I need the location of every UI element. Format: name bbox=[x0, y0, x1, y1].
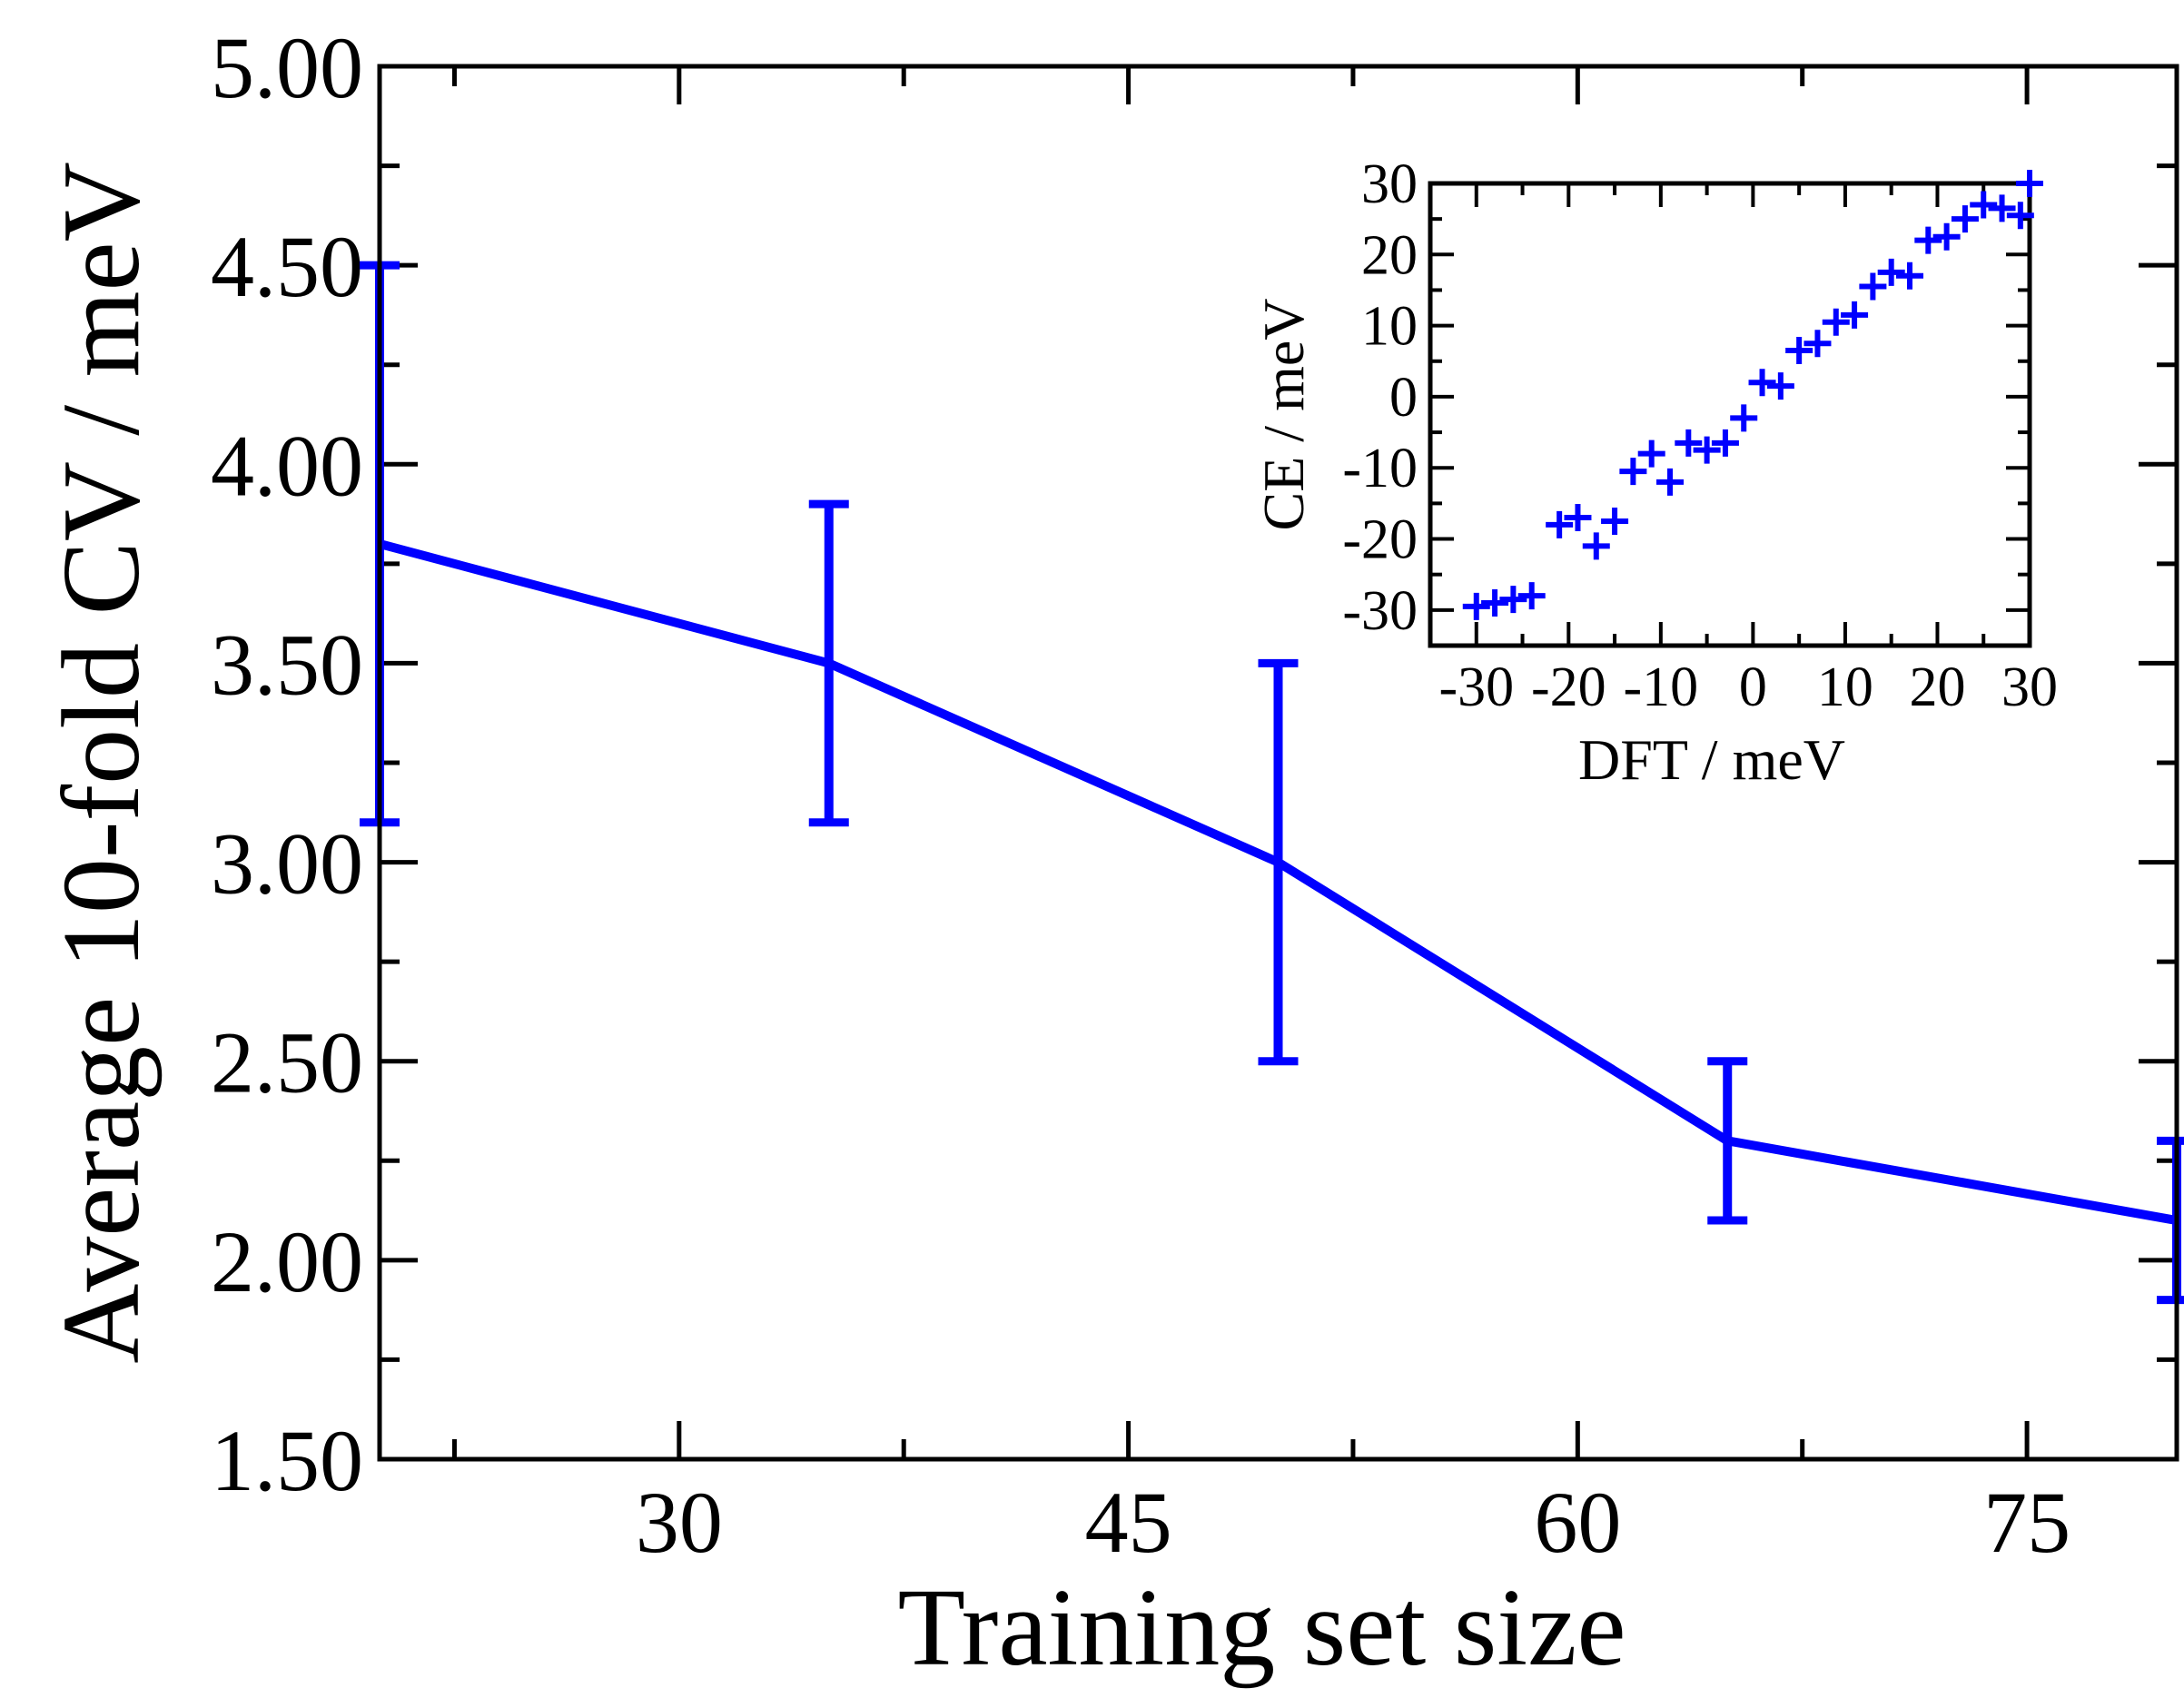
y-tick-label: 4.50 bbox=[211, 218, 363, 315]
y-tick-label: -10 bbox=[1342, 438, 1418, 499]
y-tick-label: 4.00 bbox=[211, 417, 363, 514]
main-plot: 1.50 2.00 2.50 3.00 3.50 4.00 4.50 5.00 30 45 60 75… bbox=[40, 19, 2184, 1689]
scatter-point bbox=[2006, 202, 2034, 230]
y-tick-label: -20 bbox=[1342, 509, 1418, 571]
scatter-point bbox=[1730, 404, 1758, 432]
x-tick-label: 30 bbox=[2001, 656, 2058, 718]
x-tick-label: -20 bbox=[1531, 656, 1606, 718]
x-tick-label: 75 bbox=[1983, 1474, 2070, 1571]
scatter-point bbox=[1748, 369, 1776, 397]
scatter-point bbox=[1822, 308, 1850, 336]
y-tick-label: 2.50 bbox=[211, 1014, 363, 1111]
y-axis-title: CE / meV bbox=[1251, 299, 1316, 531]
scatter-point bbox=[1804, 330, 1832, 358]
x-tick-label: 60 bbox=[1534, 1474, 1621, 1571]
scatter-point bbox=[1619, 458, 1647, 486]
y-axis-title: Average 10-fold CV / meV bbox=[40, 162, 163, 1364]
y-tick-label: 5.00 bbox=[211, 19, 363, 116]
x-axis-title: DFT / meV bbox=[1578, 727, 1845, 792]
scatter-point bbox=[1462, 592, 1490, 620]
scatter-point bbox=[1859, 272, 1887, 301]
y-tick-label: 20 bbox=[1361, 224, 1418, 286]
scatter-point bbox=[1785, 337, 1813, 365]
scatter-point bbox=[1970, 191, 1998, 219]
y-tick-label: 10 bbox=[1361, 296, 1418, 358]
scatter-point bbox=[1564, 504, 1592, 532]
x-tick-label: 45 bbox=[1085, 1474, 1172, 1571]
scatter-point bbox=[1877, 258, 1905, 286]
x-tick-label: 30 bbox=[636, 1474, 723, 1571]
scatter-point bbox=[1517, 582, 1546, 610]
scatter-point bbox=[1546, 510, 1574, 538]
scatter-point bbox=[1766, 372, 1794, 400]
x-tick-label: -30 bbox=[1438, 656, 1514, 718]
y-tick-label: 3.00 bbox=[211, 815, 363, 913]
scatter-point bbox=[1841, 301, 1869, 329]
scatter-point bbox=[1582, 532, 1610, 560]
plot-frame-top bbox=[377, 64, 2179, 1462]
scatter-point bbox=[1601, 507, 1629, 535]
scatter-point bbox=[1499, 586, 1527, 614]
scatter-point bbox=[1932, 222, 1961, 251]
scatter-point bbox=[1896, 262, 1923, 290]
scatter-point bbox=[1656, 468, 1684, 496]
plot-frame bbox=[1428, 181, 2032, 648]
y-tick-label: -30 bbox=[1342, 580, 1418, 642]
series-line bbox=[378, 539, 2178, 1225]
x-tick-label: -10 bbox=[1624, 656, 1699, 718]
scatter-point bbox=[1637, 439, 1665, 468]
inset-background bbox=[1430, 183, 2030, 646]
scatter-point bbox=[1711, 429, 1739, 457]
y-tick-label: 1.50 bbox=[211, 1412, 363, 1509]
scatter-point bbox=[1914, 226, 1942, 254]
y-tick-label: 0 bbox=[1389, 367, 1418, 429]
scatter-point bbox=[1951, 205, 1979, 233]
x-axis-title: Training set size bbox=[898, 1566, 1626, 1689]
x-tick-label: 20 bbox=[1909, 656, 1965, 718]
x-tick-label: 10 bbox=[1817, 656, 1873, 718]
scatter-point bbox=[1988, 194, 2016, 222]
inset-plot: -30 -20 -10 0 10 20 30 -30 -20 -10 0 10 20 30 DFT / me… bbox=[1251, 153, 2058, 792]
y-tick-label: 2.00 bbox=[211, 1213, 363, 1310]
y-tick-label: 3.50 bbox=[211, 616, 363, 713]
scatter-point bbox=[1481, 589, 1509, 617]
scatter-point bbox=[1693, 436, 1721, 464]
scatter-point bbox=[2016, 170, 2043, 197]
y-tick-label: 30 bbox=[1361, 153, 1418, 215]
x-tick-label: 0 bbox=[1739, 656, 1767, 718]
scatter-point bbox=[1675, 429, 1703, 457]
